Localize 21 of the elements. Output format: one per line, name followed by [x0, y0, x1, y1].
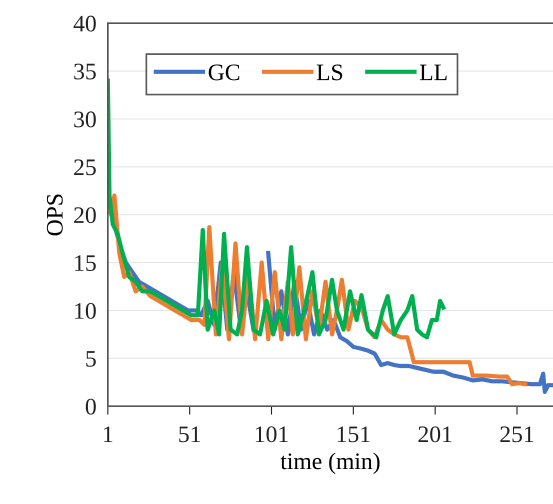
- y-axis-title: OPS: [46, 194, 63, 236]
- y-tick-label: 30: [74, 111, 96, 128]
- x-axis-title: time (min): [280, 452, 380, 474]
- legend-label: LL: [420, 64, 447, 80]
- y-tick-label: 15: [75, 255, 96, 272]
- y-tick-label: 20: [74, 207, 96, 224]
- y-tick-label: 25: [74, 159, 96, 176]
- line-series: [108, 78, 446, 340]
- y-tick-label: 0: [86, 398, 96, 415]
- x-tick-label: 1: [104, 426, 112, 442]
- x-tick-label: 51: [179, 426, 200, 442]
- y-tick-label: 10: [75, 302, 96, 319]
- x-tick-label: 101: [256, 426, 288, 442]
- legend-label: GC: [208, 64, 240, 80]
- y-tick-label: 5: [86, 351, 96, 367]
- x-tick-label: 151: [338, 426, 370, 442]
- y-tick-label: 35: [74, 64, 96, 80]
- x-tick-label: 201: [418, 426, 452, 442]
- y-tick-label: 40: [74, 16, 96, 32]
- legend-label: LS: [316, 64, 342, 80]
- x-tick-label: 251: [500, 426, 534, 442]
